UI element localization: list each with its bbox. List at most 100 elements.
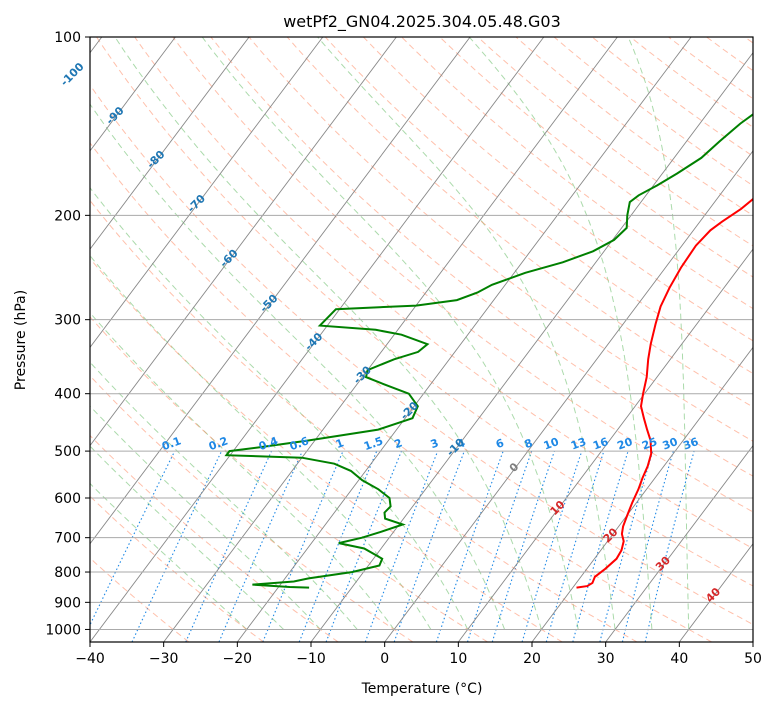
dry-adiabat <box>553 37 753 187</box>
y-tick-label: 700 <box>54 531 81 547</box>
y-axis: 100 200 300 400 500 600 700 800 900 1000 <box>45 30 90 638</box>
plot-frame <box>89 36 754 643</box>
moist-adiabat <box>90 311 395 630</box>
isotherm-30 <box>605 444 753 642</box>
dry-adiabat <box>90 375 414 642</box>
mixing-ratio-label: 6 <box>494 436 506 451</box>
isotherm--10 <box>310 51 753 642</box>
moist-adiabat <box>90 445 284 630</box>
isotherm--60 <box>90 37 397 447</box>
dry-adiabat <box>90 142 712 642</box>
dry-adiabat <box>172 37 753 513</box>
mixing-ratio-line <box>325 450 403 642</box>
dry-adiabat <box>134 37 753 550</box>
y-tick-label: 100 <box>54 30 81 46</box>
dewpoint-profile-line <box>224 113 753 589</box>
mixing-ratio-label: 36 <box>681 435 700 453</box>
mixing-ratio-label: 2 <box>392 436 404 451</box>
mixing-ratio-label: 1 <box>334 436 346 451</box>
moist-adiabat <box>90 482 248 630</box>
y-tick-label: 1000 <box>45 622 81 638</box>
isotherm-50 <box>752 641 753 642</box>
mixing-ratio-label: 0.2 <box>207 434 230 453</box>
mixing-ratio-line <box>185 450 273 642</box>
dry-adiabat <box>90 434 339 642</box>
x-tick-label: −30 <box>149 651 179 667</box>
mixing-ratio-line <box>545 450 605 642</box>
x-tick-label: 40 <box>670 651 688 667</box>
mixing-ratio-line <box>364 450 439 642</box>
moist-adiabat <box>317 37 616 630</box>
dry-adiabat <box>363 37 753 342</box>
mixing-ratio-line <box>572 450 629 642</box>
dry-adiabat <box>744 37 753 44</box>
isotherm--70 <box>90 37 324 349</box>
mixing-ratio-line <box>491 450 555 642</box>
profile-series <box>224 113 753 589</box>
mixing-ratio-label: 20 <box>616 435 635 453</box>
x-tick-label: 50 <box>744 651 762 667</box>
mixing-ratio-line <box>262 450 344 642</box>
mixing-ratio-label: 16 <box>591 435 610 453</box>
x-axis-title: Temperature (°C) <box>361 681 483 697</box>
mixing-ratio-label: 0.4 <box>257 434 280 453</box>
dry-adiabat <box>90 257 563 642</box>
isotherm--20 <box>236 37 692 642</box>
moist-adiabat <box>90 254 432 630</box>
isotherm-label: -10 <box>444 436 467 459</box>
temperature-profile-line <box>576 197 753 589</box>
moist-adiabats <box>90 37 690 630</box>
mixing-ratio-line <box>393 450 465 642</box>
moist-adiabat <box>90 186 469 630</box>
moist-adiabat <box>90 103 506 630</box>
isotherm--80 <box>90 37 250 250</box>
mixing-ratio-line <box>521 450 583 642</box>
mixing-ratio-label: 8 <box>523 436 535 451</box>
mixing-ratio-label: 0.6 <box>288 434 311 453</box>
plot-area <box>90 37 753 642</box>
x-axis: −40 −30 −20 −10 0 10 20 30 40 50 <box>75 642 762 667</box>
y-tick-label: 200 <box>54 208 81 224</box>
dry-adiabats <box>90 37 753 642</box>
isotherm-40 <box>678 542 753 642</box>
mixing-ratio-line <box>466 450 533 642</box>
dry-adiabat <box>477 37 753 247</box>
isotherm--30 <box>163 37 618 642</box>
isotherm-10 <box>457 248 753 642</box>
isotherm-lines <box>90 37 753 642</box>
dry-adiabat <box>90 495 264 642</box>
moist-adiabat <box>468 37 653 630</box>
dry-adiabat <box>706 37 753 72</box>
dry-adiabat <box>210 37 753 477</box>
moist-adiabat <box>90 405 321 630</box>
mixing-ratio-line <box>90 450 176 627</box>
moist-adiabat <box>627 37 690 630</box>
mixing-ratio-line <box>218 450 303 642</box>
mixing-ratio-label: 3 <box>429 436 441 451</box>
moist-adiabat <box>114 37 542 630</box>
mixing-ratio-line <box>599 450 654 642</box>
y-axis-title: Pressure (hPa) <box>13 290 29 390</box>
x-tick-label: −10 <box>296 651 326 667</box>
dry-adiabat <box>668 37 753 100</box>
mixing-ratio-label: 10 <box>542 435 561 453</box>
isotherm-0 <box>384 150 753 642</box>
y-tick-label: 500 <box>54 444 81 460</box>
isotherm-label: -60 <box>217 246 240 269</box>
y-tick-label: 900 <box>54 595 81 611</box>
x-tick-label: 20 <box>523 651 541 667</box>
mixing-ratio-label: 30 <box>661 435 680 453</box>
y-tick-label: 400 <box>54 387 81 403</box>
x-tick-label: 30 <box>597 651 615 667</box>
isotherm-label: -70 <box>185 192 208 215</box>
isotherm--90 <box>90 37 176 152</box>
dry-adiabat <box>439 37 753 278</box>
isobar-lines <box>90 37 753 630</box>
moist-adiabat <box>201 37 579 630</box>
mixing-ratio-label: 13 <box>569 435 588 452</box>
isotherm-20 <box>531 346 753 642</box>
dry-adiabat <box>90 199 638 642</box>
dry-adiabat <box>96 37 753 587</box>
mixing-ratio-line <box>435 450 504 642</box>
